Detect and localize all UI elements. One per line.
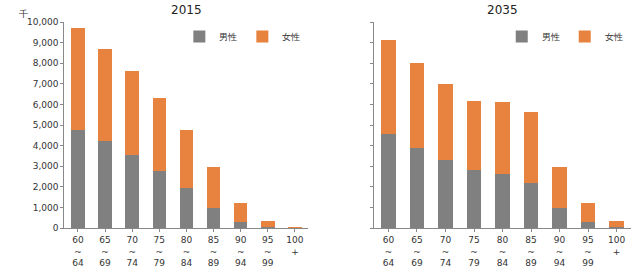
svg-text:65~69: 65~69 [411,235,423,268]
svg-text:85~89: 85~89 [208,235,220,268]
svg-text:65~69: 65~69 [99,235,111,268]
svg-text:80~84: 80~84 [181,235,193,268]
svg-text:1,000: 1,000 [33,203,59,213]
svg-text:10,000: 10,000 [27,17,59,27]
svg-text:95~99: 95~99 [582,235,594,268]
svg-text:女性: 女性 [282,32,300,42]
svg-text:8,000: 8,000 [33,58,59,68]
svg-text:100+: 100+ [608,235,625,257]
svg-text:80~84: 80~84 [497,235,509,268]
svg-text:千: 千 [19,9,28,19]
svg-text:7,000: 7,000 [33,79,59,89]
svg-text:60~64: 60~64 [383,235,395,268]
svg-text:2015: 2015 [171,3,202,17]
svg-text:75~79: 75~79 [468,235,480,268]
svg-text:70~74: 70~74 [440,235,452,268]
svg-text:男性: 男性 [542,32,560,42]
svg-text:男性: 男性 [219,32,237,42]
svg-text:95~99: 95~99 [262,235,274,268]
svg-text:85~89: 85~89 [525,235,537,268]
svg-text:2035: 2035 [487,3,518,17]
svg-text:4,000: 4,000 [33,141,59,151]
svg-text:75~79: 75~79 [154,235,166,268]
svg-text:女性: 女性 [605,32,623,42]
svg-text:2,000: 2,000 [33,182,59,192]
svg-text:3,000: 3,000 [33,161,59,171]
svg-text:5,000: 5,000 [33,120,59,130]
svg-text:90~94: 90~94 [235,235,247,268]
svg-text:100+: 100+ [286,235,303,257]
svg-text:6,000: 6,000 [33,100,59,110]
svg-text:70~74: 70~74 [126,235,138,268]
svg-text:90~94: 90~94 [554,235,566,268]
svg-text:0: 0 [53,223,59,233]
svg-text:9,000: 9,000 [33,38,59,48]
svg-text:60~64: 60~64 [72,235,84,268]
